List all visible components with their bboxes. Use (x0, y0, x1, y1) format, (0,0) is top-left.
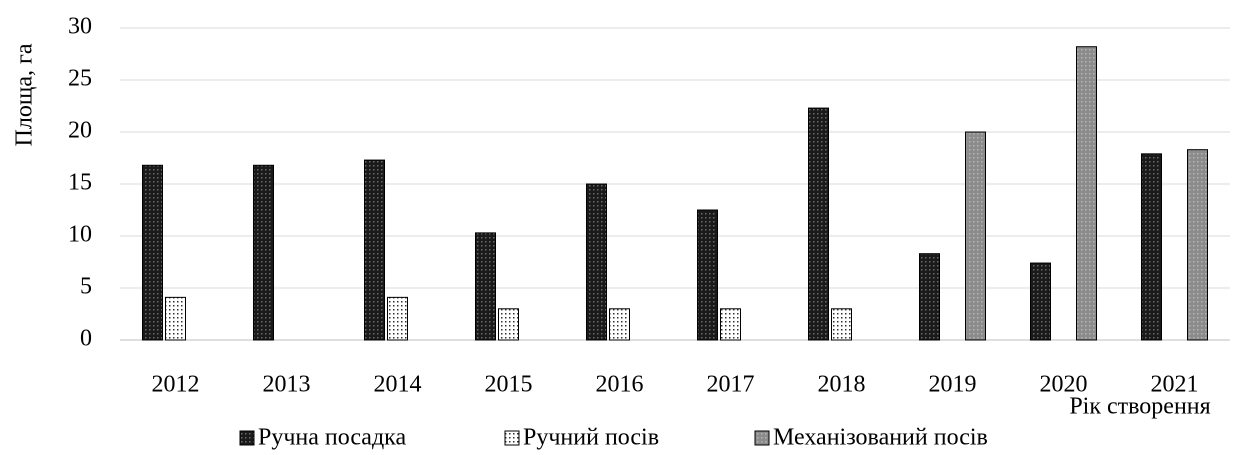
bar (697, 209, 718, 341)
bar (387, 296, 408, 341)
y-tick-label: 20 (68, 118, 92, 144)
x-axis-label: Рік створення (1069, 394, 1210, 420)
y-tick-label: 0 (80, 326, 92, 352)
bar (965, 131, 986, 341)
bar (1141, 153, 1162, 341)
y-tick-label: 30 (68, 14, 92, 40)
y-tick-label: 5 (80, 274, 92, 300)
bar (609, 308, 630, 341)
x-tick-label: 2017 (707, 372, 755, 398)
bar (1187, 149, 1208, 341)
y-tick-label: 25 (68, 66, 92, 92)
x-tick-label: 2018 (818, 372, 866, 398)
y-tick-label: 10 (68, 222, 92, 248)
bar (498, 308, 519, 341)
y-axis-label: Площа, га (12, 43, 38, 146)
bar (165, 296, 186, 341)
legend-label: Ручна посадка (258, 425, 406, 451)
bar (919, 253, 940, 341)
x-tick-label: 2021 (1151, 372, 1199, 398)
x-tick-label: 2014 (374, 372, 422, 398)
bar (364, 159, 385, 341)
bar (586, 183, 607, 341)
legend-swatch (754, 430, 770, 446)
bar (1030, 262, 1051, 341)
x-tick-label: 2015 (485, 372, 533, 398)
legend-label: Механізований посів (773, 425, 988, 451)
x-tick-label: 2020 (1040, 372, 1088, 398)
bar (831, 308, 852, 341)
bar (720, 308, 741, 341)
x-tick-label: 2016 (596, 372, 644, 398)
x-tick-label: 2013 (263, 372, 311, 398)
bar (142, 164, 163, 341)
bar (1076, 46, 1097, 341)
x-tick-label: 2012 (152, 372, 200, 398)
bar (808, 107, 829, 341)
legend-label: Ручний посів (523, 425, 659, 451)
y-tick-label: 15 (68, 170, 92, 196)
bar (475, 232, 496, 341)
x-tick-label: 2019 (929, 372, 977, 398)
bar (253, 164, 274, 341)
legend-swatch (504, 430, 520, 446)
legend-swatch (239, 430, 255, 446)
